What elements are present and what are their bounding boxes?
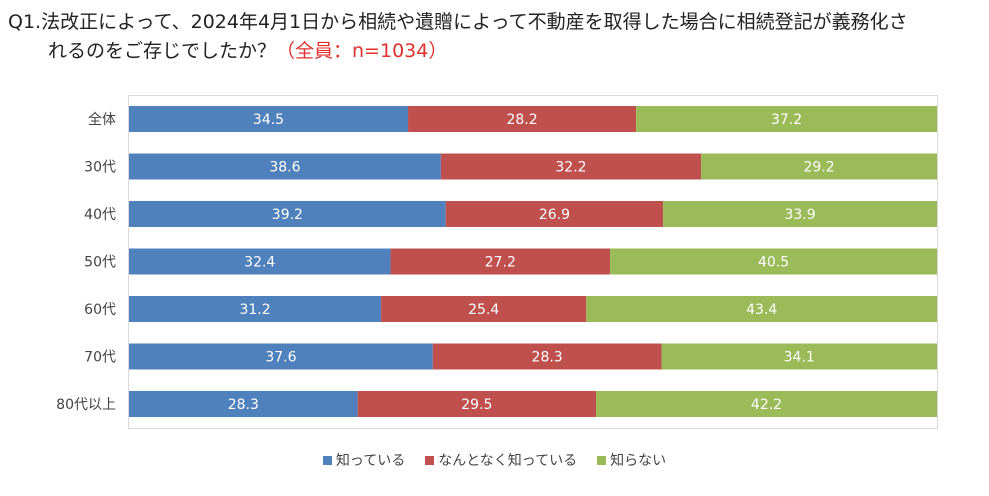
bar-segment <box>445 201 664 227</box>
chart-title: Q1.法改正によって、2024年4月1日から相続や遺贈によって不動産を取得した場… <box>8 8 978 66</box>
category-label: 80代以上 <box>56 397 116 413</box>
category-label: 60代 <box>84 302 116 318</box>
data-label: 32.2 <box>555 160 586 176</box>
data-label: 38.6 <box>269 160 300 176</box>
data-label: 37.6 <box>265 350 296 366</box>
data-label: 43.4 <box>746 302 777 318</box>
stacked-bar-chart: 全体 34.5 28.2 37.2 30代 38.6 32.2 29.2 40代 39.2 26.9… <box>56 106 937 417</box>
category-label: 40代 <box>84 207 116 223</box>
data-label: 28.3 <box>532 350 563 366</box>
legend-label: 知らない <box>610 453 667 469</box>
legend-swatch <box>322 456 332 465</box>
plot-area <box>128 95 938 429</box>
category-label: 全体 <box>88 111 116 128</box>
legend-item: 知っている <box>322 450 406 470</box>
data-label: 34.1 <box>784 350 815 366</box>
bar-segment <box>661 343 937 370</box>
category-label: 70代 <box>84 350 116 366</box>
data-label: 27.2 <box>485 255 516 271</box>
category-label: 30代 <box>84 160 116 176</box>
data-label: 42.2 <box>751 397 782 413</box>
data-label: 26.9 <box>539 207 570 223</box>
bar-segment <box>636 106 937 132</box>
legend-label: なんとなく知っている <box>438 453 578 469</box>
bar-segment <box>129 248 391 275</box>
legend-label: 知っている <box>335 453 406 469</box>
legend-item: 知らない <box>597 450 666 470</box>
title-question: れるのをご存じでしたか？ <box>48 40 277 62</box>
bar-segment <box>432 343 662 370</box>
data-label: 39.2 <box>272 207 303 223</box>
bar-segment <box>701 153 937 180</box>
bar-segment <box>129 391 358 417</box>
data-label: 25.4 <box>468 302 499 318</box>
legend: 知っている なんとなく知っている 知らない <box>0 450 989 470</box>
bar-segment <box>129 153 441 180</box>
title-line-2: れるのをご存じでしたか？（全員：n=1034） <box>8 37 978 66</box>
bar-segment <box>129 201 446 227</box>
data-label: 33.9 <box>784 207 815 223</box>
data-label: 37.2 <box>771 112 802 128</box>
bar-segment <box>663 201 937 227</box>
bar-segment <box>408 106 637 132</box>
legend-item: なんとなく知っている <box>425 450 577 470</box>
bar-segment <box>586 296 937 322</box>
data-label: 28.2 <box>506 112 537 128</box>
bar-segment <box>357 391 597 417</box>
category-label: 50代 <box>84 255 116 271</box>
legend-swatch <box>425 456 435 465</box>
data-label: 40.5 <box>758 255 789 271</box>
data-label: 29.5 <box>461 397 492 413</box>
data-label: 29.2 <box>803 160 834 176</box>
bar-segment <box>129 343 433 370</box>
bar-segment <box>440 153 702 180</box>
bar-segment <box>129 296 382 322</box>
data-label: 31.2 <box>239 302 270 318</box>
bar-segment <box>129 106 409 132</box>
data-label: 34.5 <box>253 112 284 128</box>
title-line-1: Q1.法改正によって、2024年4月1日から相続や遺贈によって不動産を取得した場… <box>8 11 908 33</box>
title-sample-size: （全員：n=1034） <box>276 40 448 62</box>
bar-segment <box>610 248 937 275</box>
data-label: 32.4 <box>244 255 275 271</box>
bar-segment <box>381 296 587 322</box>
bar-segment <box>596 391 937 417</box>
legend-swatch <box>597 456 607 465</box>
bar-segment <box>390 248 611 275</box>
data-label: 28.3 <box>228 397 259 413</box>
